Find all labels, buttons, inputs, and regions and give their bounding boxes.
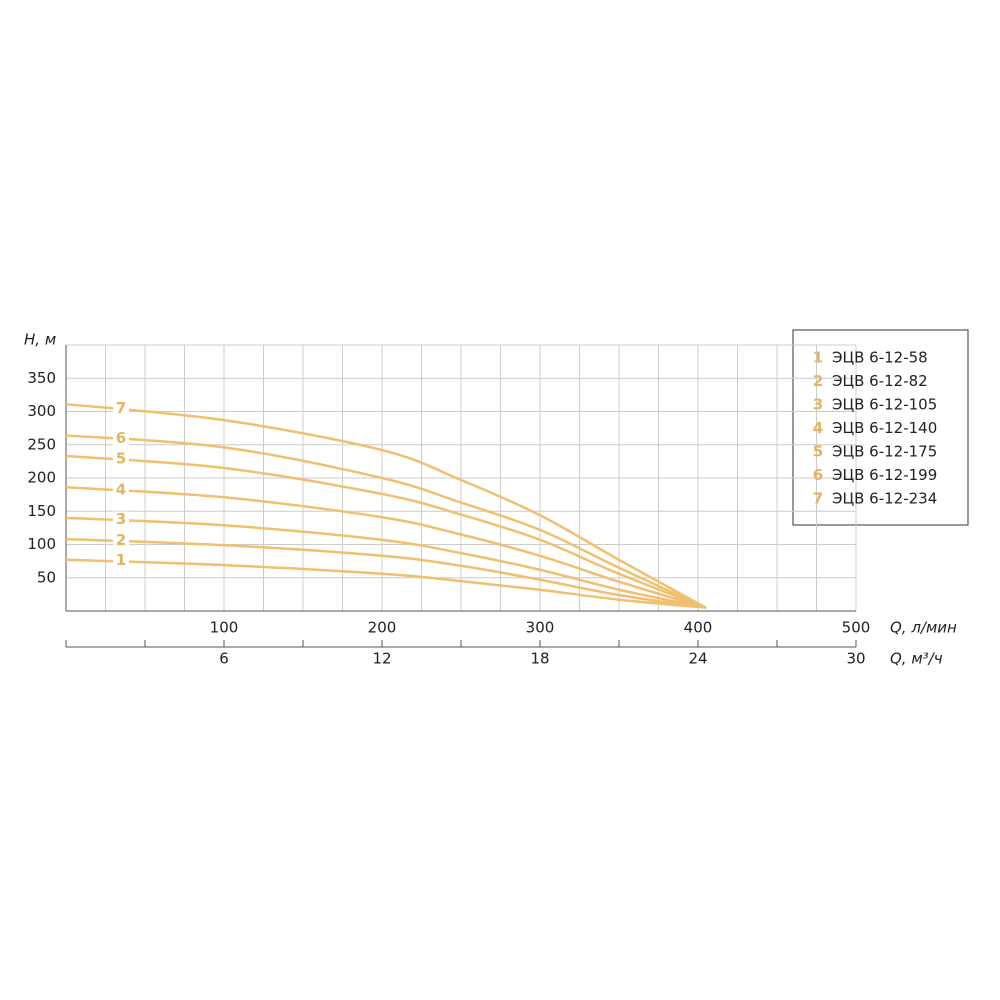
curve <box>65 434 707 609</box>
legend-number: 2 <box>813 372 823 390</box>
x2-axis-label: Q, м³/ч <box>890 650 943 668</box>
x-tick-label: 100 <box>210 619 239 637</box>
curve <box>65 516 707 609</box>
legend-label: ЭЦВ 6-12-199 <box>832 466 937 484</box>
x2-tick-label: 6 <box>219 650 229 668</box>
curve-label-bg <box>113 552 129 569</box>
curve-label-bg <box>113 451 129 468</box>
legend-number: 7 <box>813 490 823 508</box>
legend-label: ЭЦВ 6-12-234 <box>832 490 937 508</box>
curve-label-bg <box>113 400 129 417</box>
x2-tick-label: 24 <box>688 650 707 668</box>
curve-label-bg <box>113 430 129 447</box>
y-tick-label: 250 <box>27 435 56 453</box>
curve-label: 6 <box>116 429 126 447</box>
x2-tick-label: 18 <box>530 650 549 668</box>
curve-label-bg <box>113 481 129 498</box>
curve <box>65 486 707 609</box>
curve-label: 3 <box>116 510 126 528</box>
curve <box>65 402 707 609</box>
legend-box <box>792 329 969 526</box>
y-tick-label: 200 <box>27 469 56 487</box>
legend-label: ЭЦВ 6-12-58 <box>832 349 928 367</box>
x2-tick-label: 30 <box>846 650 865 668</box>
legend-number: 3 <box>813 396 823 414</box>
curve-label: 7 <box>116 399 126 417</box>
x-tick-label: 500 <box>842 619 871 637</box>
x-tick-label: 300 <box>526 619 555 637</box>
y-tick-label: 350 <box>27 369 56 387</box>
x-tick-label: 400 <box>684 619 713 637</box>
legend-label: ЭЦВ 6-12-105 <box>832 396 937 414</box>
y-axis-label: H, м <box>24 331 56 349</box>
curve-label: 5 <box>116 450 126 468</box>
y-tick-label: 150 <box>27 502 56 520</box>
curve-label-bg <box>113 532 129 549</box>
legend-number: 6 <box>813 466 823 484</box>
curve-label: 2 <box>116 531 126 549</box>
curve <box>65 537 707 609</box>
legend-number: 5 <box>813 443 823 461</box>
legend-number: 1 <box>813 349 823 367</box>
x-axis-label: Q, л/мин <box>890 619 957 637</box>
legend-label: ЭЦВ 6-12-82 <box>832 372 928 390</box>
y-tick-label: 100 <box>27 535 56 553</box>
legend-label: ЭЦВ 6-12-140 <box>832 419 937 437</box>
curve <box>65 454 707 609</box>
x2-tick-label: 12 <box>372 650 391 668</box>
curve-label: 1 <box>116 551 126 569</box>
curve-label-bg <box>113 511 129 528</box>
legend-label: ЭЦВ 6-12-175 <box>832 443 937 461</box>
legend-number: 4 <box>813 419 823 437</box>
y-tick-label: 50 <box>37 568 56 586</box>
curve-label: 4 <box>116 480 126 498</box>
curve <box>65 558 707 609</box>
x-tick-label: 200 <box>368 619 397 637</box>
y-tick-label: 300 <box>27 402 56 420</box>
